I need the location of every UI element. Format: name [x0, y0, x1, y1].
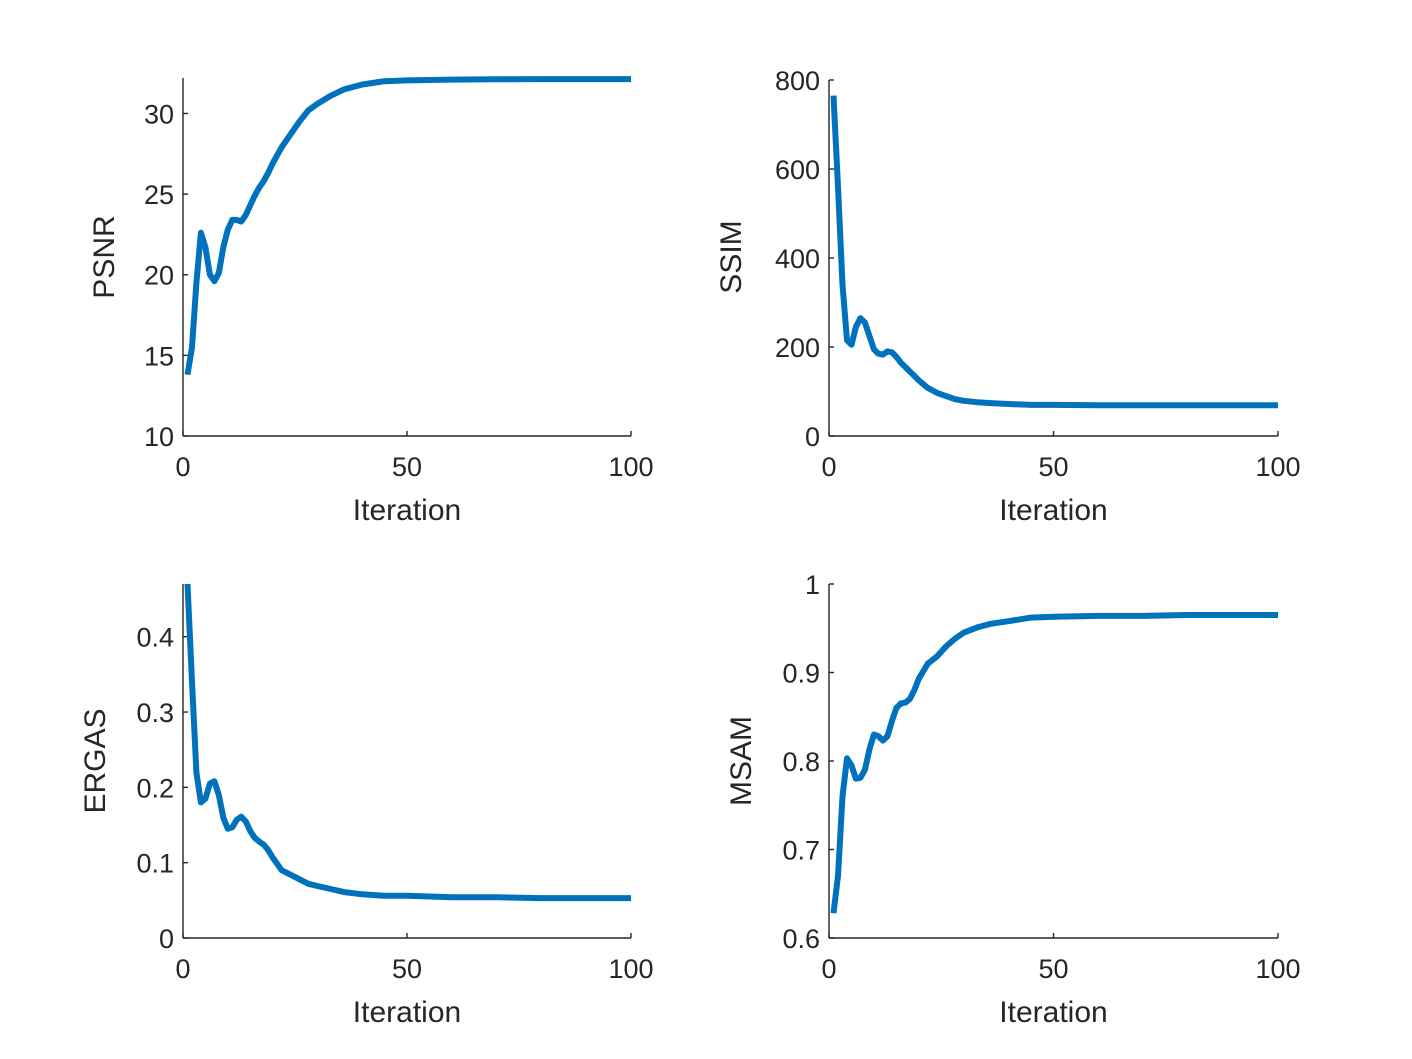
ergas-y-tick-label: 0.2: [136, 773, 174, 803]
ssim-y-tick-label: 600: [775, 155, 820, 185]
psnr-y-tick-label: 15: [144, 341, 174, 371]
psnr-subplot: 0 50 100 10 15 20 25 30 Iteration PSNR: [88, 76, 654, 527]
ssim-subplot: 0 50 100 0 200 400 600 800 Iteration SSIM: [715, 66, 1301, 527]
ergas-series-line: [184, 583, 631, 902]
ssim-y-tick-label: 800: [775, 66, 820, 96]
ssim-x-tick-label: 100: [1255, 452, 1300, 482]
psnr-x-tick-label: 0: [175, 452, 190, 482]
ergas-y-tick-label: 0.3: [136, 698, 174, 728]
ssim-y-tick-label: 200: [775, 333, 820, 363]
psnr-y-tick-label: 10: [144, 422, 174, 452]
ssim-y-tick-label: 0: [805, 422, 820, 452]
ssim-y-tick-label: 400: [775, 244, 820, 274]
msam-y-tick-label: 0.8: [782, 747, 820, 777]
psnr-x-axis-label: Iteration: [353, 494, 461, 527]
psnr-x-tick-label: 100: [608, 452, 653, 482]
msam-x-tick-label: 100: [1255, 954, 1300, 984]
psnr-y-tick-label: 30: [144, 99, 174, 129]
ergas-subplot: 0 50 100 0 0.1 0.2 0.3 0.4 Iteration ERGAS: [79, 583, 654, 1029]
psnr-y-tick-label: 25: [144, 180, 174, 210]
psnr-x-tick-label: 50: [392, 452, 422, 482]
ergas-y-axis-label: ERGAS: [79, 708, 112, 813]
ssim-x-tick-label: 50: [1038, 452, 1068, 482]
ergas-x-axis-label: Iteration: [353, 996, 461, 1029]
msam-x-tick-label: 50: [1038, 954, 1068, 984]
msam-x-tick-label: 0: [821, 954, 836, 984]
psnr-series-line: [184, 76, 631, 376]
ssim-x-axis-label: Iteration: [999, 494, 1107, 527]
msam-y-tick-label: 0.7: [782, 836, 820, 866]
ssim-series-line: [830, 95, 1278, 409]
msam-x-axis-label: Iteration: [999, 996, 1107, 1029]
ergas-x-tick-label: 100: [608, 954, 653, 984]
psnr-y-tick-label: 20: [144, 261, 174, 291]
ergas-y-tick-label: 0.1: [136, 849, 174, 879]
psnr-y-axis-label: PSNR: [88, 215, 121, 298]
ssim-y-axis-label: SSIM: [715, 220, 748, 293]
msam-y-tick-label: 1: [805, 570, 820, 600]
ssim-x-tick-label: 0: [821, 452, 836, 482]
msam-series-line: [830, 612, 1278, 914]
ergas-y-tick-label: 0: [159, 924, 174, 954]
ergas-x-tick-label: 0: [175, 954, 190, 984]
msam-subplot: 0 50 100 0.6 0.7 0.8 0.9 1 Iteration MSAM: [725, 570, 1301, 1029]
msam-y-axis-label: MSAM: [725, 716, 758, 806]
msam-y-tick-label: 0.6: [782, 924, 820, 954]
msam-y-tick-label: 0.9: [782, 659, 820, 689]
ergas-x-tick-label: 50: [392, 954, 422, 984]
ergas-y-tick-label: 0.4: [136, 623, 174, 653]
